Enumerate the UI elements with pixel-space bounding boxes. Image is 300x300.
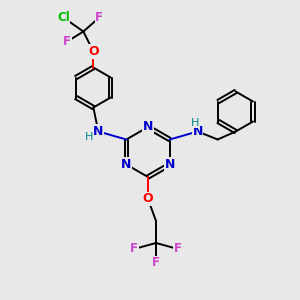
Text: N: N	[93, 125, 103, 138]
Text: N: N	[121, 158, 131, 171]
Text: N: N	[164, 158, 175, 171]
Text: F: F	[130, 242, 138, 256]
Text: F: F	[63, 35, 71, 48]
Text: F: F	[174, 242, 182, 256]
Text: F: F	[95, 11, 103, 24]
Text: N: N	[193, 125, 203, 138]
Text: H: H	[190, 118, 199, 128]
Text: O: O	[88, 45, 99, 58]
Text: O: O	[143, 193, 153, 206]
Text: Cl: Cl	[57, 11, 70, 24]
Text: N: N	[143, 121, 153, 134]
Text: F: F	[152, 256, 160, 269]
Text: H: H	[85, 131, 94, 142]
